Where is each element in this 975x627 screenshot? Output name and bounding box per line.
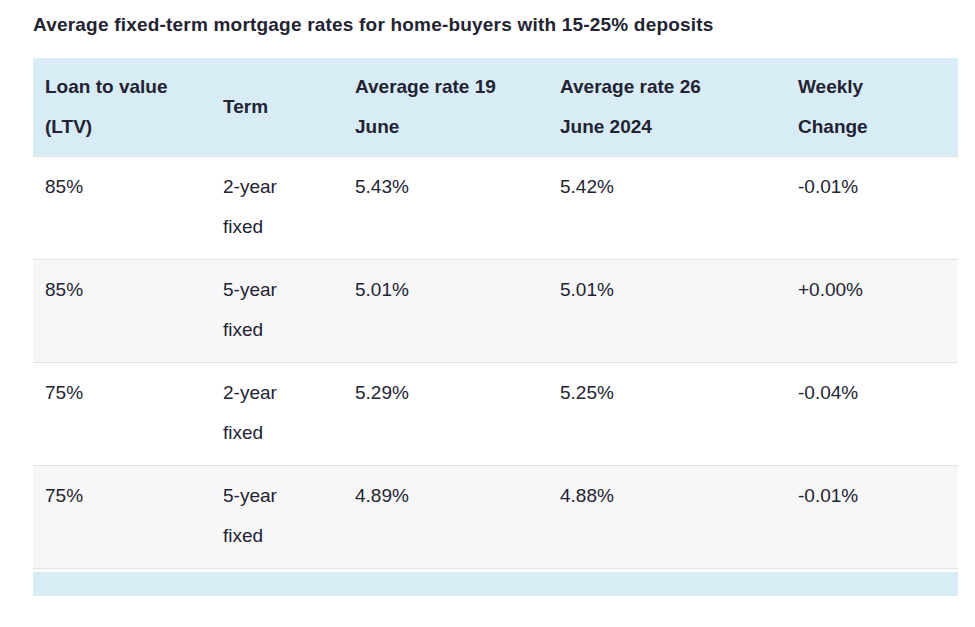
cell-rate-26-june: 5.25% <box>548 362 786 465</box>
table-row: 85% 2-year fixed 5.43% 5.42% -0.01% <box>33 156 958 259</box>
cell-term: 5-year fixed <box>211 259 343 362</box>
cell-term: 5-year fixed <box>211 465 343 569</box>
col-header-rate-26-june: Average rate 26 June 2024 <box>548 58 786 156</box>
cell-weekly-change: -0.01% <box>786 156 958 259</box>
cell-ltv: 85% <box>33 156 211 259</box>
col-header-weekly-change: Weekly Change <box>786 58 958 156</box>
cell-rate-19-june: 5.29% <box>343 362 548 465</box>
cell-ltv: 75% <box>33 362 211 465</box>
cell-ltv: 75% <box>33 465 211 569</box>
cell-weekly-change: -0.04% <box>786 362 958 465</box>
cell-term: 2-year fixed <box>211 156 343 259</box>
header-row: Loan to value (LTV) Term Average rate 19… <box>33 58 958 156</box>
table-row: 75% 5-year fixed 4.89% 4.88% -0.01% <box>33 465 958 569</box>
figure-title: Average fixed-term mortgage rates for ho… <box>33 12 975 38</box>
table-row: 85% 5-year fixed 5.01% 5.01% +0.00% <box>33 259 958 362</box>
table-footer-bar <box>33 569 958 596</box>
col-header-rate-19-june: Average rate 19 June <box>343 58 548 156</box>
mortgage-rates-table: Loan to value (LTV) Term Average rate 19… <box>33 58 958 596</box>
cell-rate-19-june: 4.89% <box>343 465 548 569</box>
cell-ltv: 85% <box>33 259 211 362</box>
cell-weekly-change: -0.01% <box>786 465 958 569</box>
cell-rate-26-june: 5.01% <box>548 259 786 362</box>
cell-term: 2-year fixed <box>211 362 343 465</box>
cell-rate-19-june: 5.43% <box>343 156 548 259</box>
mortgage-rates-figure: Average fixed-term mortgage rates for ho… <box>0 0 975 627</box>
footer-row <box>33 569 958 596</box>
cell-weekly-change: +0.00% <box>786 259 958 362</box>
col-header-ltv: Loan to value (LTV) <box>33 58 211 156</box>
cell-rate-26-june: 4.88% <box>548 465 786 569</box>
cell-rate-19-june: 5.01% <box>343 259 548 362</box>
col-header-term: Term <box>211 58 343 156</box>
table-row: 75% 2-year fixed 5.29% 5.25% -0.04% <box>33 362 958 465</box>
cell-rate-26-june: 5.42% <box>548 156 786 259</box>
